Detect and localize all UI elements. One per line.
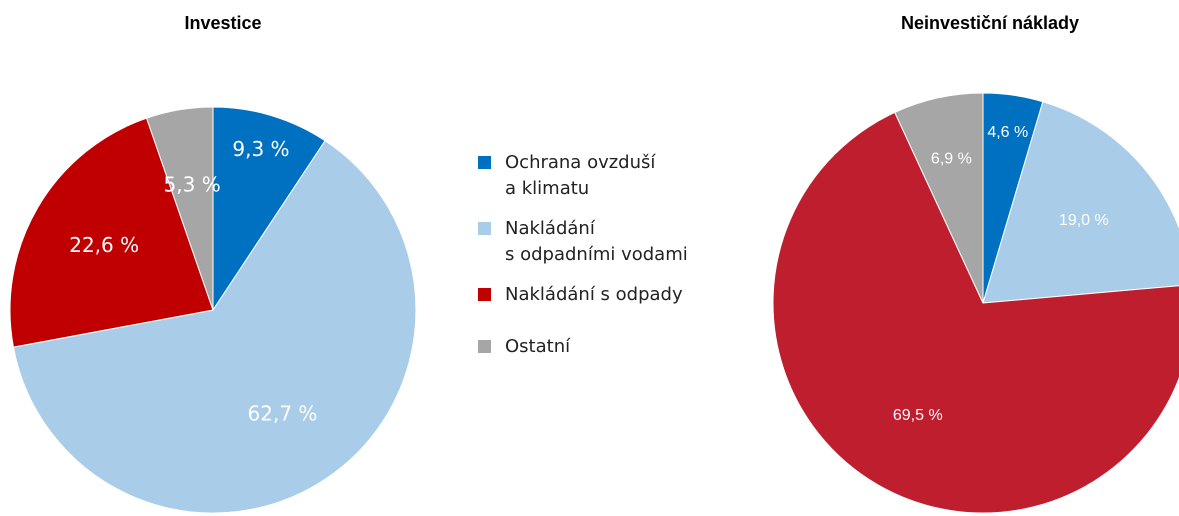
data-label: 19,0 % — [1059, 212, 1109, 229]
pie-slice — [212, 106, 326, 312]
data-label: 62,7 % — [248, 401, 318, 425]
pie-slice — [12, 140, 417, 514]
pie-slice — [145, 106, 214, 311]
legend-swatch — [478, 340, 491, 353]
data-label: 4,6 % — [987, 124, 1028, 141]
legend-label: Ostatní — [505, 336, 571, 357]
pie-slice — [894, 92, 984, 304]
legend-swatch — [478, 288, 491, 301]
pie-slice — [772, 111, 1179, 514]
data-label: 22,6 % — [69, 233, 139, 257]
data-label: 5,3 % — [164, 172, 221, 196]
legend-item: Ochrana ovzduší a klimatu — [478, 150, 688, 202]
legend-swatch — [478, 156, 491, 169]
chart-title: Neinvestiční náklady — [901, 13, 1079, 33]
legend-label: Ochrana ovzduší a klimatu — [505, 152, 656, 199]
legend-label: Nakládání s odpady — [505, 284, 683, 305]
legend-item: Nakládání s odpadními vodami — [478, 216, 688, 268]
legend-label: Nakládání s odpadními vodami — [505, 218, 688, 265]
pie-slice — [9, 117, 214, 348]
legend-item: Ostatní — [478, 334, 688, 360]
legend-swatch — [478, 222, 491, 235]
data-label: 6,9 % — [931, 151, 972, 168]
pie-slice — [982, 101, 1179, 304]
legend-item: Nakládání s odpady — [478, 282, 688, 308]
chart-title: Investice — [184, 13, 261, 33]
legend: Ochrana ovzduší a klimatu Nakládání s odp… — [478, 150, 688, 374]
data-label: 69,5 % — [893, 407, 943, 424]
data-label: 9,3 % — [232, 137, 289, 161]
